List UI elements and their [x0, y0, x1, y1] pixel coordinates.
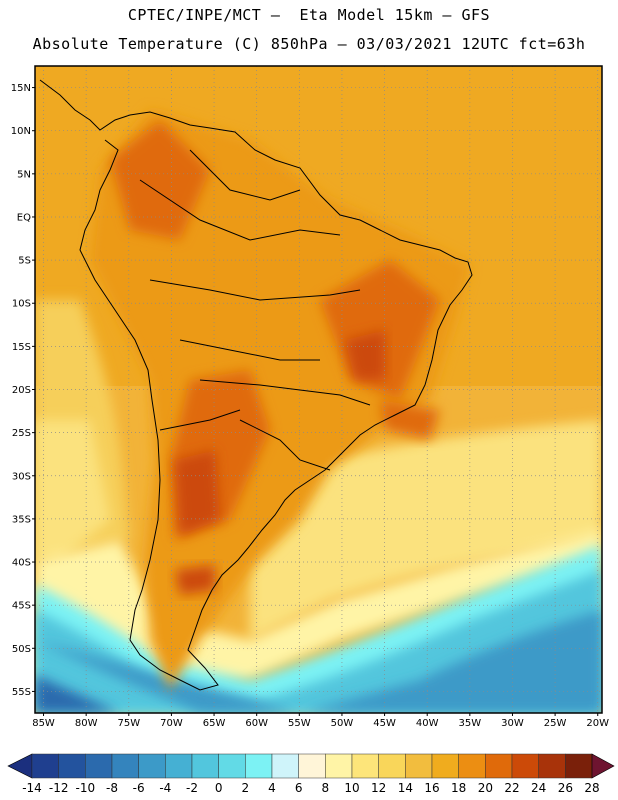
lat-label: 10N — [11, 126, 31, 137]
longitude-labels: 85W 80W 75W 70W 65W 60W 55W 50W 45W 40W 35W 30W 25W 2… — [32, 713, 609, 729]
colorbar-swatch — [271, 753, 299, 779]
colorbar-swatch — [31, 753, 59, 779]
colorbar-over-arrow — [591, 753, 615, 779]
lat-label: 10S — [12, 299, 31, 310]
colorbar-under-arrow — [7, 753, 33, 779]
latitude-labels: 15N 10N 5N EQ 5S 10S 15S 20S 25S 30S 35S 40S 45S 50S 5… — [11, 83, 35, 698]
lon-label: 85W — [32, 718, 55, 729]
lat-label: 50S — [12, 644, 31, 655]
colorbar-label: 28 — [584, 781, 599, 795]
lat-label: EQ — [17, 212, 31, 223]
lat-label: 25S — [12, 428, 31, 439]
colorbar-swatch — [565, 753, 593, 779]
lon-label: 20W — [586, 718, 609, 729]
colorbar-swatch — [538, 753, 566, 779]
colorbar-label: 8 — [322, 781, 330, 795]
lat-label: 45S — [12, 601, 31, 612]
colorbar-label: 20 — [478, 781, 493, 795]
colorbar-label: 26 — [558, 781, 573, 795]
lon-label: 55W — [288, 718, 311, 729]
colorbar-label: 16 — [424, 781, 439, 795]
colorbar-swatch — [511, 753, 539, 779]
colorbar-swatch — [138, 753, 166, 779]
colorbar-swatch — [325, 753, 353, 779]
map-title-line2: Absolute Temperature (C) 850hPa – 03/03/… — [32, 35, 586, 53]
lat-label: 30S — [12, 471, 31, 482]
lon-label: 75W — [117, 718, 140, 729]
lon-label: 35W — [459, 718, 482, 729]
colorbar-swatch — [431, 753, 459, 779]
colorbar-swatch — [191, 753, 219, 779]
lat-label: 15N — [11, 83, 31, 94]
colorbar-swatch — [165, 753, 193, 779]
colorbar-swatch — [485, 753, 513, 779]
colorbar-label: -10 — [76, 781, 96, 795]
colorbar-swatch — [245, 753, 273, 779]
coastline — [39, 79, 473, 691]
colorbar-label: 6 — [295, 781, 303, 795]
lon-label: 80W — [75, 718, 98, 729]
colorbar-swatch — [58, 753, 86, 779]
lat-label: 15S — [12, 342, 31, 353]
colorbar-label: 2 — [242, 781, 250, 795]
lat-label: 20S — [12, 385, 31, 396]
lon-label: 60W — [245, 718, 268, 729]
colorbar-label: -8 — [106, 781, 118, 795]
colorbar-swatch — [111, 753, 139, 779]
map-title-line1: CPTEC/INPE/MCT – Eta Model 15km – GFS — [127, 6, 491, 24]
temperature-field — [35, 66, 602, 713]
colorbar-label: 10 — [344, 781, 359, 795]
colorbar-swatch — [218, 753, 246, 779]
colorbar-label: 14 — [398, 781, 413, 795]
colorbar-swatch — [298, 753, 326, 779]
lat-label: 55S — [12, 687, 31, 698]
colorbar-label: 24 — [531, 781, 546, 795]
colorbar-label: 4 — [268, 781, 276, 795]
lon-label: 45W — [373, 718, 396, 729]
lat-lon-grid — [35, 66, 602, 713]
colorbar-label: 18 — [451, 781, 466, 795]
lon-label: 30W — [501, 718, 524, 729]
colorbar-label: 12 — [371, 781, 386, 795]
lon-label: 25W — [544, 718, 567, 729]
colorbar — [7, 753, 615, 779]
lat-label: 35S — [12, 514, 31, 525]
lat-label: 5S — [18, 256, 31, 267]
colorbar-label: -12 — [49, 781, 69, 795]
lat-label: 40S — [12, 558, 31, 569]
colorbar-label: -14 — [22, 781, 42, 795]
colorbar-labels: -14 -12 -10 -8 -6 -4 -2 0 2 4 6 8 10 12 14 16 18 20 22 24 26… — [22, 781, 599, 795]
colorbar-label: 22 — [504, 781, 519, 795]
colorbar-swatch — [458, 753, 486, 779]
colorbar-label: -2 — [186, 781, 198, 795]
lon-label: 70W — [160, 718, 183, 729]
lon-label: 65W — [203, 718, 226, 729]
colorbar-swatch — [351, 753, 379, 779]
colorbar-swatch — [378, 753, 406, 779]
colorbar-label: 0 — [215, 781, 223, 795]
lon-label: 50W — [331, 718, 354, 729]
colorbar-label: -4 — [159, 781, 171, 795]
lon-label: 40W — [416, 718, 439, 729]
colorbar-swatch — [85, 753, 113, 779]
lat-label: 5N — [17, 169, 31, 180]
colorbar-swatch — [405, 753, 433, 779]
colorbar-label: -6 — [133, 781, 145, 795]
